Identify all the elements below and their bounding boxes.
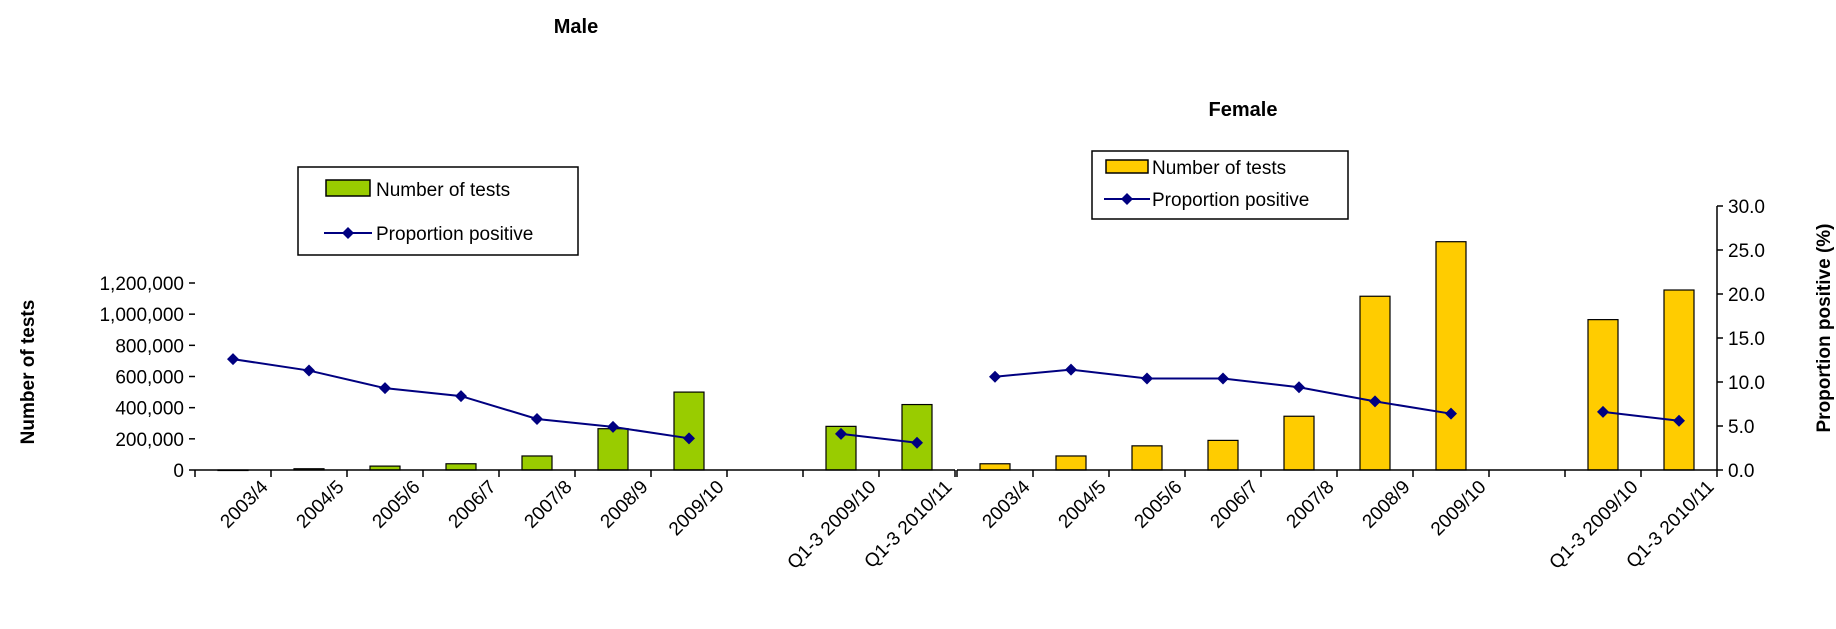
male-legend-bar-label: Number of tests (376, 180, 510, 201)
male-chart-title: Male (554, 16, 598, 38)
male-x-tick-label: 2008/9 (597, 477, 653, 533)
female-bar (1663, 289, 1695, 471)
lines-layer (227, 353, 1685, 449)
male-proportion-point (911, 436, 923, 449)
female-chart-title: Female (1209, 99, 1278, 121)
male-proportion-point (607, 420, 619, 433)
female-legend: Number of tests Proportion positive (1091, 150, 1349, 220)
left-y-tick-label: 1,000,000 (99, 305, 184, 326)
female-proportion-line (1602, 410, 1680, 422)
female-x-tick-label: 2007/8 (1283, 477, 1339, 533)
right-y-tick-label: 10.0 (1728, 373, 1765, 394)
female-bar (1207, 439, 1239, 471)
female-proportion-point (989, 370, 1001, 383)
male-legend: Number of tests Proportion positive (297, 166, 579, 256)
male-legend-marker (342, 227, 354, 239)
male-proportion-point (531, 412, 543, 425)
female-proportion-point (1141, 372, 1153, 385)
left-y-axis-title: Number of tests (18, 300, 39, 445)
female-bar (1359, 295, 1391, 471)
left-y-tick-label: 1,200,000 (99, 274, 184, 295)
male-x-tick-label: 2009/10 (665, 477, 728, 540)
male-x-tick-label: 2006/7 (445, 477, 501, 533)
male-x-tick-label: 2007/8 (521, 477, 577, 533)
right-y-tick-label: 30.0 (1728, 197, 1765, 218)
male-x-tick-label: 2004/5 (293, 477, 349, 533)
female-bar (1283, 415, 1315, 471)
female-proportion-point (1065, 363, 1077, 376)
bars-layer (217, 241, 1695, 472)
right-y-axis-title: Proportion positive (%) (1814, 224, 1835, 433)
female-x-tick-label: 2006/7 (1207, 477, 1263, 533)
male-proportion-point (227, 353, 239, 366)
female-x-tick-label: 2009/10 (1427, 477, 1490, 540)
female-x-tick-label: 2004/5 (1055, 477, 1111, 533)
female-proportion-point (1445, 407, 1457, 420)
right-y-tick-label: 15.0 (1728, 329, 1765, 350)
female-bar (1131, 445, 1163, 471)
female-proportion-point (1597, 405, 1609, 418)
left-y-tick-label: 800,000 (115, 336, 184, 357)
male-proportion-point (835, 427, 847, 440)
left-y-tick-label: 400,000 (115, 399, 184, 420)
female-x-tick-label: 2008/9 (1359, 477, 1415, 533)
female-bar (1435, 241, 1467, 471)
female-proportion-point (1673, 414, 1685, 427)
female-legend-line-label: Proportion positive (1152, 190, 1309, 211)
male-bar (597, 428, 629, 471)
male-legend-line-label: Proportion positive (376, 224, 533, 245)
male-bar (445, 463, 477, 471)
female-proportion-point (1369, 395, 1381, 408)
male-x-tick-label: 2005/6 (369, 477, 425, 533)
left-y-tick-label: 0 (173, 461, 184, 482)
female-bar (1587, 319, 1619, 471)
right-y-tick-label: 0.0 (1728, 461, 1754, 482)
male-proportion-point (303, 364, 315, 377)
male-proportion-point (683, 432, 695, 445)
right-y-tick-label: 25.0 (1728, 241, 1765, 262)
female-legend-marker (1121, 193, 1133, 205)
female-legend-bar-label: Number of tests (1152, 158, 1286, 179)
left-y-tick-label: 600,000 (115, 368, 184, 389)
male-legend-bar-swatch (325, 179, 371, 197)
female-x-tick-label: 2003/4 (979, 476, 1035, 532)
right-y-tick-label: 5.0 (1728, 417, 1754, 438)
male-bar (521, 455, 553, 471)
male-bar (673, 391, 705, 471)
left-y-tick-label: 200,000 (115, 430, 184, 451)
female-proportion-point (1217, 372, 1229, 385)
right-y-tick-label: 20.0 (1728, 285, 1765, 306)
male-proportion-line (840, 432, 918, 444)
female-bar (1055, 455, 1087, 471)
female-bar (979, 463, 1011, 471)
male-proportion-point (455, 390, 467, 403)
female-x-tick-label: 2005/6 (1131, 477, 1187, 533)
female-legend-bar-swatch (1105, 159, 1149, 174)
male-proportion-point (379, 382, 391, 395)
male-x-tick-label: 2003/4 (217, 476, 273, 532)
female-proportion-point (1293, 381, 1305, 394)
